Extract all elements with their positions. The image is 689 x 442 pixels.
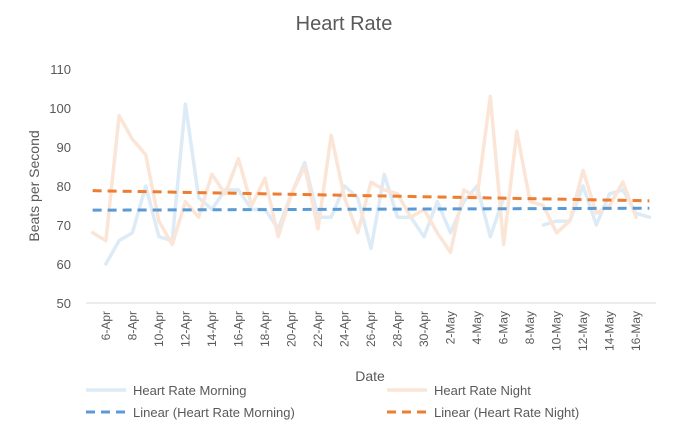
x-tick-label: 14-Apr	[205, 311, 219, 347]
x-tick-label: 26-Apr	[364, 311, 378, 347]
y-tick-label: 110	[50, 62, 71, 77]
y-tick-label: 50	[57, 296, 71, 311]
x-tick-label: 16-Apr	[231, 311, 245, 347]
x-tick-label: 22-Apr	[311, 311, 325, 347]
x-tick-label: 4-May	[470, 311, 484, 344]
x-tick-label: 6-Apr	[99, 311, 113, 340]
x-tick-label: 14-May	[603, 311, 617, 351]
y-tick-label: 60	[57, 257, 71, 272]
x-tick-label: 6-May	[497, 311, 511, 344]
x-tick-label: 8-May	[523, 311, 537, 344]
trendline	[92, 189, 650, 203]
plot-area	[86, 94, 656, 304]
x-tick-label: 12-Apr	[178, 311, 192, 347]
x-tick-label: 16-May	[629, 311, 643, 351]
y-axis-label: Beats per Second	[26, 130, 42, 241]
y-axis-ticks: 50 60 70 80 90 100 110	[49, 62, 71, 311]
y-tick-label: 80	[57, 179, 71, 194]
x-tick-label: 10-May	[550, 311, 564, 351]
legend-label: Linear (Heart Rate Morning)	[133, 405, 295, 420]
x-tick-label: 30-Apr	[417, 311, 431, 347]
legend-label: Heart Rate Night	[434, 383, 531, 398]
x-tick-label: 12-May	[576, 311, 590, 351]
legend-label: Linear (Heart Rate Night)	[434, 405, 579, 420]
y-tick-label: 70	[57, 218, 71, 233]
legend-label: Heart Rate Morning	[133, 383, 246, 398]
y-tick-label: 100	[49, 101, 71, 116]
y-tick-label: 90	[57, 140, 71, 155]
x-axis-label: Date	[355, 368, 385, 384]
x-tick-label: 18-Apr	[258, 311, 272, 347]
x-tick-label: 28-Apr	[391, 311, 405, 347]
x-tick-label: 8-Apr	[125, 311, 139, 340]
x-tick-label: 2-May	[444, 311, 458, 344]
x-tick-label: 20-Apr	[284, 311, 298, 347]
legend: Heart Rate Morning Heart Rate Night Linear…	[86, 383, 579, 420]
x-axis-ticks: 6-Apr 8-Apr 10-Apr 12-Apr 14-Apr 16-Apr 18-Apr…	[99, 311, 643, 351]
trendline	[92, 206, 650, 212]
chart-title: Heart Rate	[296, 13, 393, 35]
x-tick-label: 24-Apr	[337, 311, 351, 347]
x-tick-label: 10-Apr	[152, 311, 166, 347]
